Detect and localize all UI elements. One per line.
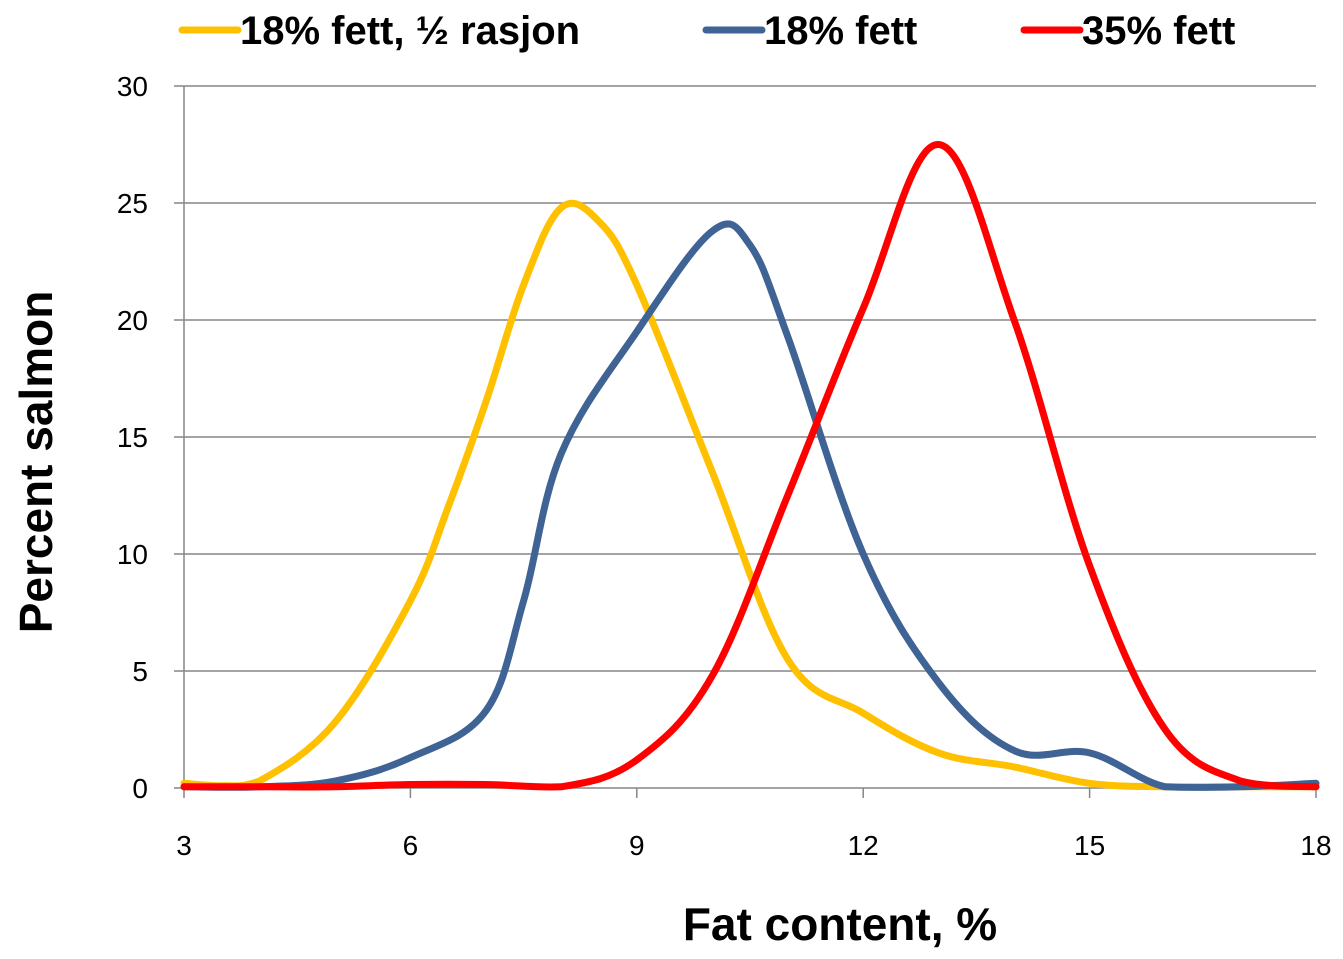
data-point [408,599,412,603]
data-point [1088,564,1092,568]
data-point [937,751,941,755]
legend-item: 35% fett [1020,9,1235,53]
series-line-18-fett-rasjon [180,199,1320,791]
gridlines [184,85,1316,672]
data-point [710,470,714,474]
legend-item: 18% fett [702,9,917,53]
data-point [861,552,865,556]
data-point [522,283,526,287]
data-point [710,674,714,678]
data-point [1088,751,1092,755]
x-tick-label: 9 [629,830,645,861]
data-point [1012,749,1016,753]
data-point [786,334,790,338]
y-tick-label: 30 [117,71,148,102]
y-tick-label: 15 [117,422,148,453]
data-point [861,306,865,310]
data-point [333,785,337,789]
data-point [559,206,563,210]
data-point [484,782,488,786]
data-point [1012,765,1016,769]
series-lines [180,141,1320,791]
data-point [635,758,639,762]
y-axis-title: Percent salmon [10,291,62,634]
series-line-35-fett [180,141,1320,791]
y-tick-label: 0 [132,773,148,804]
data-point [748,243,752,247]
x-tick-label: 3 [176,830,192,861]
data-point [937,681,941,685]
x-tick-label: 18 [1300,830,1331,861]
data-point [710,229,714,233]
y-tick-label: 25 [117,188,148,219]
data-point [484,400,488,404]
y-tick-label: 20 [117,305,148,336]
legend-label: 18% fett [764,9,917,53]
data-point [257,785,261,789]
data-point [1239,779,1243,783]
data-point [484,709,488,713]
x-tick-label: 15 [1074,830,1105,861]
data-point [333,720,337,724]
data-point [446,505,450,509]
data-point [408,756,412,760]
legend: 18% fett, ½ rasjon 18% fett 35% fett [178,9,1235,53]
data-point [786,657,790,661]
axes: 0 5 10 15 20 25 30 3 6 9 12 15 18 [117,71,1332,861]
data-point [333,779,337,783]
data-point [408,782,412,786]
x-tick-label: 12 [848,830,879,861]
data-point [861,711,865,715]
data-point [1163,728,1167,732]
x-tick-label: 6 [403,830,419,861]
data-point [257,779,261,783]
data-point [1012,318,1016,322]
y-tick-label: 10 [117,539,148,570]
data-point [786,494,790,498]
legend-label: 35% fett [1082,9,1235,53]
data-point [559,785,563,789]
data-point [182,785,186,789]
legend-item: 18% fett, ½ rasjon [178,9,580,53]
data-point [1163,785,1167,789]
y-tick-label: 5 [132,656,148,687]
data-point [1088,781,1092,785]
data-point [1314,785,1318,789]
data-point [635,283,639,287]
x-axis-title: Fat content, % [683,898,997,950]
data-point [937,143,941,147]
data-point [597,220,601,224]
legend-label: 18% fett, ½ rasjon [240,9,580,53]
data-point [635,330,639,334]
data-point [1239,785,1243,789]
series-line-18-fett [180,220,1320,791]
data-point [522,599,526,603]
data-point [559,451,563,455]
